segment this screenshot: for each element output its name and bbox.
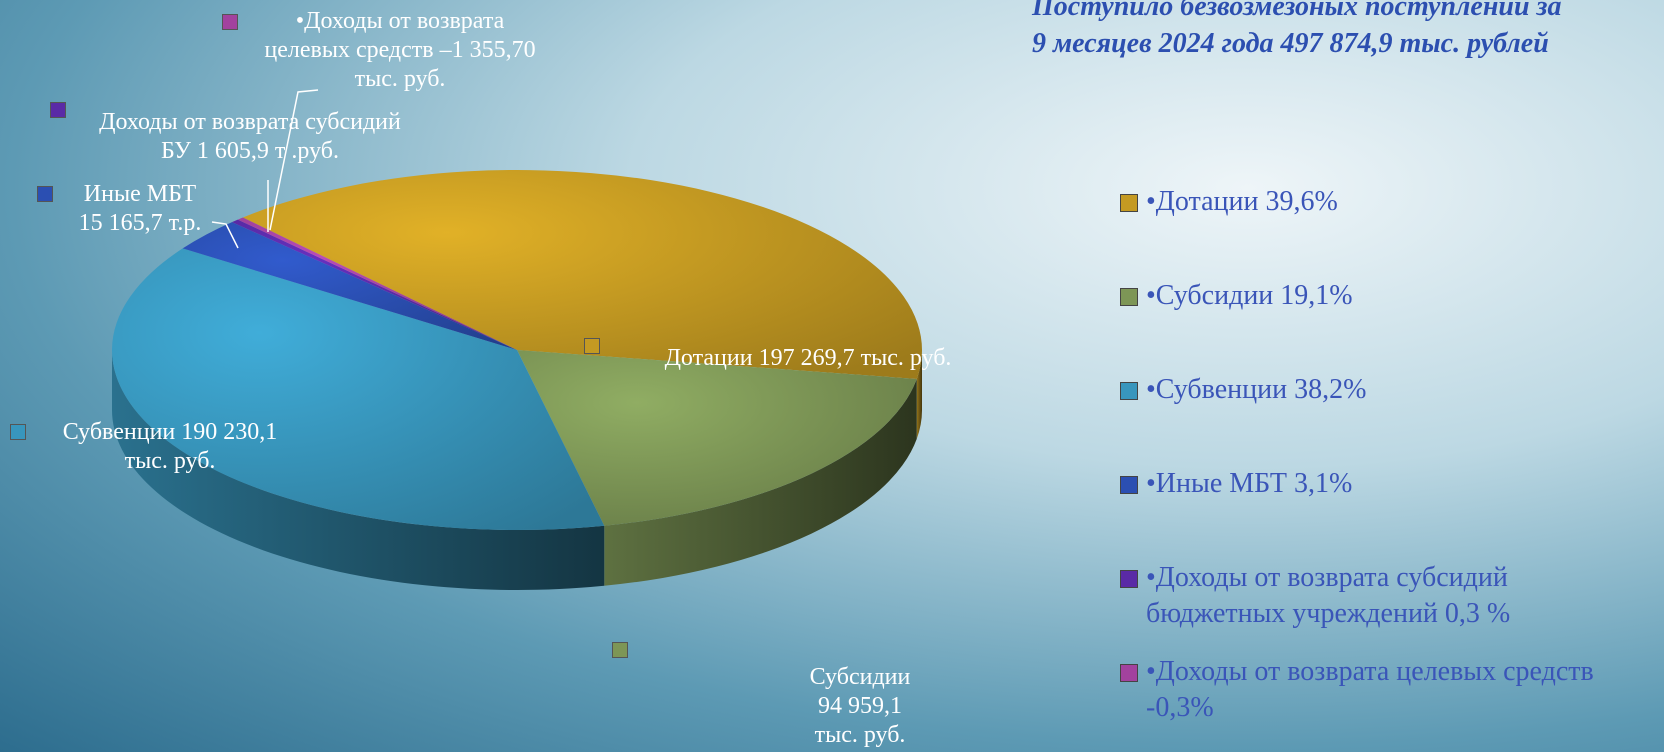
data-label: Доходы от возврата субсидий БУ 1 605,9 т… xyxy=(99,109,401,164)
legend-label: •Субвенции 38,2% xyxy=(1146,374,1367,405)
label-marker xyxy=(50,102,66,118)
leader-line xyxy=(269,89,319,231)
legend-entry: •Доходы от возврата целевых средств -0,3… xyxy=(1120,654,1594,726)
data-label: Дотации 197 269,7 тыс. руб. xyxy=(664,345,952,371)
leader-line xyxy=(211,221,239,249)
legend-swatch xyxy=(1120,664,1138,682)
data-label: Субсидии 94 959,1 тыс. руб. xyxy=(809,664,911,748)
legend-swatch xyxy=(1120,194,1138,212)
label-marker xyxy=(612,642,628,658)
pie-slice xyxy=(182,222,518,350)
legend-label: •Доходы от возврата целевых средств -0,3… xyxy=(1146,656,1594,723)
legend-entry: •Дотации 39,6% xyxy=(1120,184,1338,220)
legend-swatch xyxy=(1120,476,1138,494)
pie-sides xyxy=(112,350,922,591)
legend-label: •Дотации 39,6% xyxy=(1146,186,1338,217)
pie-slice xyxy=(242,169,923,379)
pie-tops xyxy=(111,169,923,531)
legend-swatch xyxy=(1120,570,1138,588)
pie-slice xyxy=(517,350,917,526)
legend-label: •Субсидии 19,1% xyxy=(1146,280,1353,311)
data-label: •Доходы от возврата целевых средств –1 3… xyxy=(264,8,536,92)
pie-side xyxy=(604,378,917,586)
legend-entry: •Доходы от возврата субсидий бюджетных у… xyxy=(1120,560,1510,632)
title: Поступило безвозмезоных поступлений за 9… xyxy=(1032,0,1562,59)
pie-slice xyxy=(111,248,605,531)
pie-side xyxy=(916,350,922,439)
label-marker xyxy=(584,338,600,354)
pie-slice xyxy=(237,217,517,350)
legend-entry: •Субсидии 19,1% xyxy=(1120,278,1353,314)
label-marker xyxy=(10,424,26,440)
data-label: Субвенции 190 230,1 тыс. руб. xyxy=(62,419,278,474)
legend-entry: •Субвенции 38,2% xyxy=(1120,372,1366,408)
label-marker xyxy=(222,14,238,30)
pie-slice xyxy=(231,219,517,350)
legend-swatch xyxy=(1120,382,1138,400)
data-label: Иные МБТ 15 165,7 т.р. xyxy=(78,181,202,236)
pie-side xyxy=(112,350,605,591)
label-marker xyxy=(37,186,53,202)
legend-label: •Иные МБТ 3,1% xyxy=(1146,468,1353,499)
legend-label: •Доходы от возврата субсидий бюджетных у… xyxy=(1146,562,1511,629)
leader-lines xyxy=(211,89,319,249)
legend-swatch xyxy=(1120,288,1138,306)
legend-entry: •Иные МБТ 3,1% xyxy=(1120,466,1352,502)
